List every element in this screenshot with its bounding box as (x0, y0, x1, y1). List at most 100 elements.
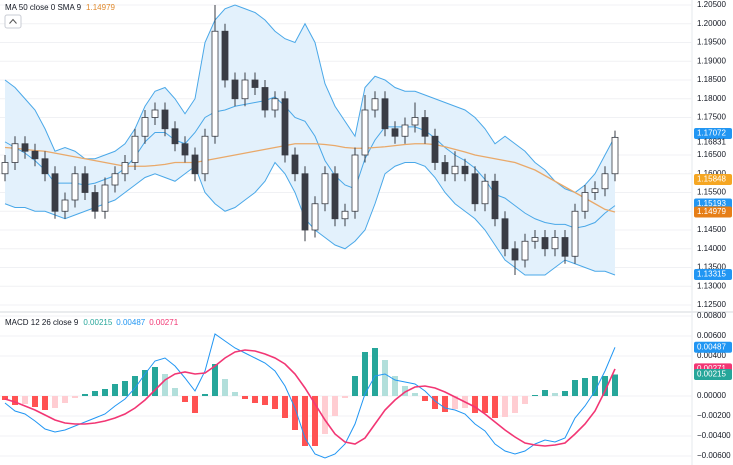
candle-body (111, 173, 119, 186)
histogram-bar (592, 376, 598, 396)
macd-line (4, 333, 616, 459)
histogram-bar (352, 376, 358, 396)
histogram-bar (292, 396, 298, 430)
candle-body (551, 237, 559, 250)
candle-body (171, 128, 179, 145)
legend-text: 0.00215 (83, 318, 112, 327)
candle-body (581, 192, 589, 212)
collapse-button[interactable] (4, 14, 22, 29)
histogram-bar (562, 391, 568, 396)
button-frame[interactable] (4, 14, 22, 29)
y-tick-label: 0.00400 (697, 351, 726, 360)
candle-body (1, 162, 9, 175)
candle-body (291, 154, 299, 175)
histogram-bar (222, 379, 228, 396)
histogram-bar (22, 396, 28, 404)
price-label: 0.00487 (697, 342, 726, 351)
band-fill (5, 4, 615, 276)
candle-body (331, 173, 339, 220)
candle-body (421, 117, 429, 137)
histogram-bar (2, 396, 8, 400)
histogram-bar (342, 396, 348, 398)
price-label: 1.15848 (697, 175, 726, 184)
moving-average (4, 143, 616, 213)
y-tick-label: 0.00000 (697, 391, 726, 400)
histogram-bar (72, 396, 78, 398)
histogram-bar (302, 396, 308, 446)
candle-body (341, 210, 349, 220)
histogram-bar (62, 396, 68, 403)
histogram-bar (552, 393, 558, 396)
band-basis (4, 96, 616, 229)
candle-body (41, 158, 49, 175)
histogram-bar (422, 396, 428, 401)
y-tick-label: 1.14000 (697, 244, 726, 253)
candle-body (511, 248, 519, 261)
candle-body (431, 135, 439, 163)
histogram-bar (192, 396, 198, 413)
price-label: 1.15193 (697, 199, 726, 208)
histogram-bar (42, 396, 48, 410)
candle-body (411, 117, 419, 126)
histogram-bar (82, 394, 88, 396)
candle-body (131, 135, 139, 163)
candle-body (61, 199, 69, 212)
price-label-box (694, 369, 732, 380)
legend-text: 0.00487 (116, 318, 145, 327)
y-tick-label: 1.19500 (697, 38, 726, 47)
histogram-bar (162, 374, 168, 396)
histogram-bar (332, 396, 338, 416)
candle-body (521, 240, 529, 261)
histogram-bar (182, 396, 188, 402)
price-label: 1.13315 (697, 270, 726, 279)
price-label: 0.00271 (697, 364, 726, 373)
button-icon (9, 18, 17, 24)
candle-body (601, 173, 609, 190)
candle-body (101, 184, 109, 212)
histogram-bar (582, 378, 588, 396)
candle-body (441, 162, 449, 175)
candle-body (371, 98, 379, 111)
histogram-bar (602, 376, 608, 396)
histogram-bar (412, 393, 418, 396)
histogram-bar (512, 396, 518, 413)
histogram-bar (262, 396, 268, 405)
y-tick-label: 1.18500 (697, 75, 726, 84)
histogram-bar (362, 352, 368, 396)
candle-body (181, 143, 189, 156)
histogram-bar (472, 396, 478, 413)
candle-body (191, 154, 199, 175)
histogram-bar (392, 376, 398, 396)
histogram-bar (252, 396, 258, 403)
histogram-bar (142, 370, 148, 396)
histogram-bar (482, 396, 488, 413)
candle-body (201, 135, 209, 175)
y-tick-label: 1.13000 (697, 281, 726, 290)
band-upper (4, 4, 616, 194)
candle-body (211, 30, 219, 137)
candle-body (241, 79, 249, 100)
price-label: 1.14979 (697, 207, 726, 216)
y-tick-label: 1.16500 (697, 150, 726, 159)
histogram-bar (572, 380, 578, 396)
histogram-bar (212, 364, 218, 396)
histogram-bar (242, 396, 248, 399)
candle-body (561, 237, 569, 257)
candle-body (541, 237, 549, 250)
candle-body (491, 180, 499, 220)
histogram-bar (312, 396, 318, 446)
candle-body (531, 237, 539, 242)
candle-body (321, 173, 329, 205)
price-label-box (694, 173, 732, 185)
histogram-bar (532, 395, 538, 396)
histogram-bar (202, 394, 208, 396)
candle-body (401, 124, 409, 137)
histogram-bar (272, 396, 278, 409)
histogram-bar (522, 396, 528, 404)
candle-body (481, 180, 489, 205)
candle-body (351, 154, 359, 212)
candle-body (311, 203, 319, 231)
candle-body (611, 136, 619, 175)
histogram-bar (32, 396, 38, 407)
